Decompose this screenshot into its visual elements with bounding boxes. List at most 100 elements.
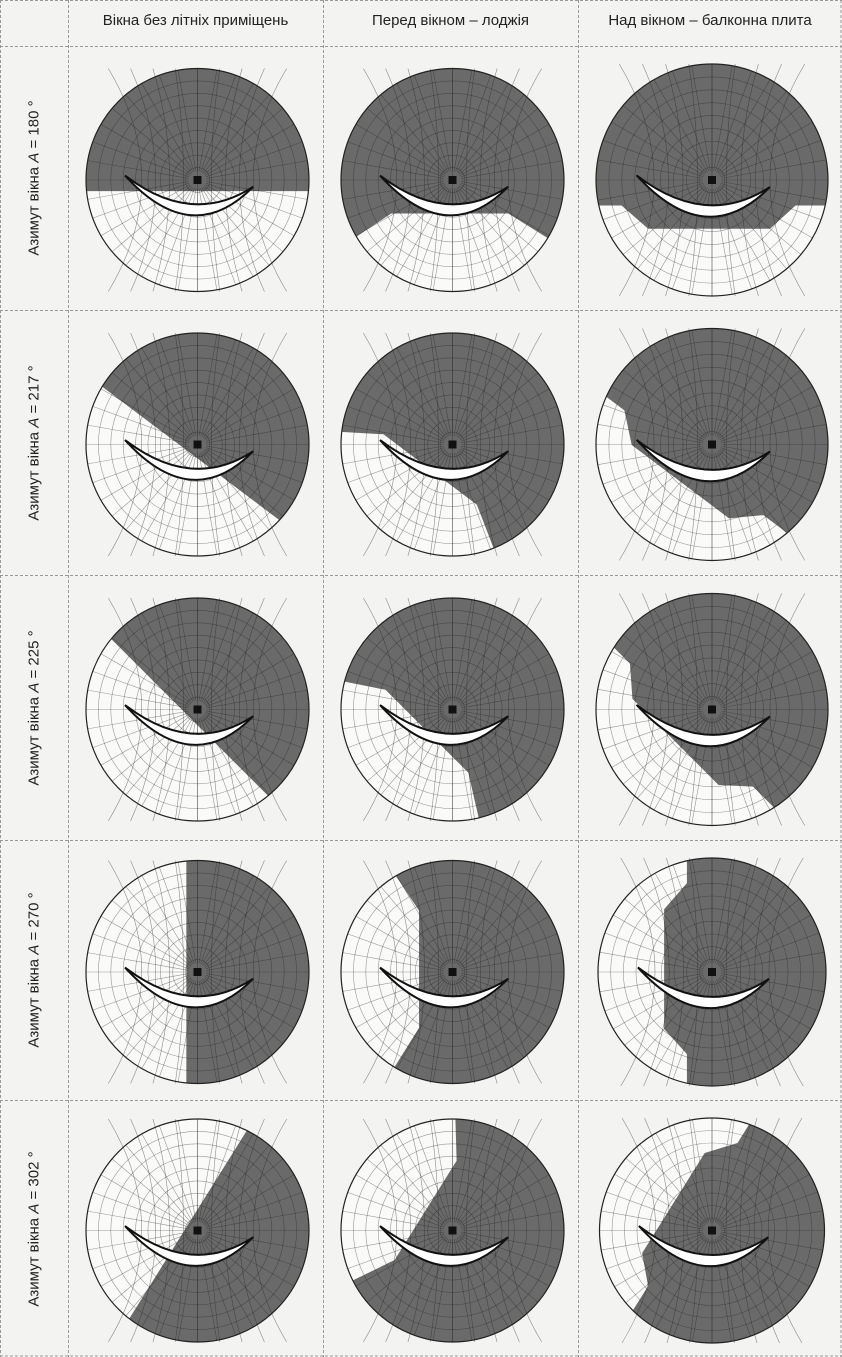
azimuth-line [714,70,752,172]
azimuth-line [716,343,771,437]
azimuth-line [347,933,445,970]
azimuth-line [125,886,192,966]
azimuth-line [100,1234,190,1287]
azimuth-line [355,976,445,1029]
azimuth-line [203,1237,270,1317]
azimuth-line [92,1233,190,1269]
row-header: Азимут вікна A = 270 ° [26,892,43,1047]
azimuth-line [141,612,194,702]
azimuth-line [100,123,190,176]
outline [85,67,310,293]
azimuth-line [460,388,550,441]
azimuth-line [461,952,563,971]
row-value: = 217 ° [25,364,43,413]
hour-line [466,597,476,822]
unshaded-area [86,614,293,821]
hour-line [726,63,736,297]
sun-path [379,174,509,217]
azimuth-line [92,182,190,219]
azimuth-line [713,1119,732,1222]
sun-path [124,174,254,217]
azimuth-line [453,70,473,172]
hour-line [480,332,498,557]
azimuth-line [159,339,195,437]
azimuth-line [721,181,827,201]
azimuth-line [87,1231,189,1251]
azimuth-line [456,875,509,965]
azimuth-line [432,1120,452,1222]
azimuth-line [460,406,558,442]
azimuth-line [599,951,704,971]
azimuth-line [720,712,822,750]
outline [340,1118,565,1343]
azimuth-line [177,1120,197,1222]
azimuth-line [92,447,190,483]
hour-line [494,1118,520,1343]
clipped [341,860,420,1084]
grid [340,1118,565,1343]
azimuth-line [459,450,539,517]
hour-line [755,63,782,297]
hour-line [429,332,439,557]
hour-line [429,597,439,822]
azimuth-line [721,424,827,444]
azimuth-line [87,710,189,730]
sun-diagram [85,597,310,822]
azimuth-line [718,715,802,785]
azimuth-line [87,689,189,709]
azimuth-line [380,716,447,796]
azimuth-line [460,915,550,968]
sun-path [379,439,509,481]
hour-line [239,1118,265,1343]
azimuth-line [204,1158,284,1225]
azimuth-line [347,447,445,483]
azimuth-line [203,358,270,438]
azimuth-line [719,386,813,441]
azimuth-line [200,867,236,964]
azimuth-line [714,864,752,964]
hour-line [688,328,698,561]
azimuth-line [622,105,706,175]
azimuth-line [205,712,303,748]
azimuth-line [461,689,563,709]
azimuth-line [637,186,707,270]
azimuth-line [614,1234,705,1288]
azimuth-line [691,595,711,701]
azimuth-line [414,1125,450,1223]
azimuth-line [205,974,303,1011]
hour-line [385,1118,411,1343]
azimuth-line [460,933,558,970]
azimuth-line [205,1233,303,1269]
row-symbol: A [25,152,43,163]
grid [85,860,310,1084]
azimuth-line [456,83,509,173]
azimuth-line [718,185,802,255]
azimuth-line [366,715,446,782]
azimuth-line [720,974,820,1012]
hour-line [665,593,684,826]
azimuth-line [87,973,189,992]
azimuth-line [204,185,284,252]
azimuth-line [203,886,270,966]
azimuth-line [453,862,473,964]
azimuth-line [205,976,295,1029]
azimuth-line [125,358,192,438]
azimuth-line [205,671,303,707]
hour-line [740,328,759,561]
azimuth-line [125,1237,192,1317]
azimuth-line [177,334,197,436]
azimuth-line [111,1158,191,1225]
hour-line [480,860,498,1084]
outline [85,332,310,557]
azimuth-line [622,715,706,785]
zenith [193,968,202,976]
azimuth-line [347,974,445,1011]
azimuth-line [125,623,192,703]
azimuth-line [719,121,813,176]
azimuth-line [206,973,308,992]
azimuth-line [111,637,191,704]
azimuth-line [602,669,704,707]
azimuth-line [205,448,295,501]
